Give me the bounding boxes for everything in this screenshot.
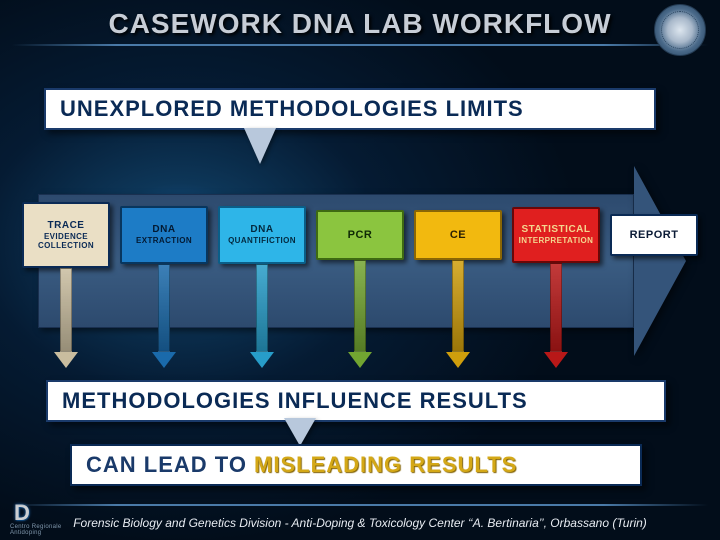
workflow-box-label-top: REPORT [630, 229, 679, 241]
banner-misleading-prefix: CAN LEAD TO [86, 452, 254, 477]
workflow-box-label-top: PCR [348, 229, 373, 241]
workflow-row: TRACEEVIDENCE COLLECTIONDNAEXTRACTIONDNA… [22, 178, 712, 338]
workflow-box-label-bottom: QUANTIFICTION [228, 237, 296, 246]
workflow-stem-head-icon [152, 352, 176, 368]
banner-influence: METHODOLOGIES INFLUENCE RESULTS [46, 380, 666, 422]
seal-icon [654, 4, 706, 56]
workflow-box-label-top: DNA [250, 224, 273, 235]
workflow-box-label-top: DNA [152, 224, 175, 235]
title-underline [12, 44, 708, 46]
footer-rule [12, 504, 708, 506]
workflow-stem [256, 264, 268, 352]
workflow-stem-head-icon [544, 352, 568, 368]
workflow-box-label-top: CE [450, 229, 466, 241]
banner-misleading-gold: MISLEADING RESULTS [254, 452, 517, 477]
footer-text: Forensic Biology and Genetics Division -… [0, 516, 720, 530]
workflow-stem-head-icon [348, 352, 372, 368]
workflow-stem [158, 264, 170, 352]
workflow-box-label-top: TRACE [48, 220, 85, 231]
workflow-box: DNA EXTRACTION [120, 206, 208, 264]
title-bar: CASEWORK DNA LAB WORKFLOW [0, 8, 720, 46]
down-arrow-icon [244, 128, 276, 164]
workflow-stem [354, 260, 366, 352]
workflow-box: DNA QUANTIFICTION [218, 206, 306, 264]
workflow-stem [550, 263, 562, 352]
workflow-box: CE [414, 210, 502, 260]
workflow-box: TRACE EVIDENCE COLLECTION [22, 202, 110, 268]
banner-misleading: CAN LEAD TO MISLEADING RESULTS [70, 444, 642, 486]
workflow-box-label-bottom: EVIDENCE COLLECTION [26, 233, 106, 251]
down-arrow-icon [284, 418, 316, 446]
workflow-box-label-top: STATISTICAL [521, 224, 590, 235]
page-title: CASEWORK DNA LAB WORKFLOW [0, 8, 720, 40]
banner-unexplored: UNEXPLORED METHODOLOGIES LIMITS [44, 88, 656, 130]
workflow-stem-head-icon [446, 352, 470, 368]
workflow-box: STATISTICAL INTERPRETATION [512, 207, 600, 263]
workflow-stem [60, 268, 72, 352]
workflow-box-label-bottom: INTERPRETATION [519, 237, 594, 246]
workflow-box-label-bottom: EXTRACTION [136, 237, 192, 246]
workflow-box: REPORT [610, 214, 698, 256]
workflow-stem-head-icon [54, 352, 78, 368]
workflow-box: PCR [316, 210, 404, 260]
workflow-stem-head-icon [250, 352, 274, 368]
workflow-stem [452, 260, 464, 352]
